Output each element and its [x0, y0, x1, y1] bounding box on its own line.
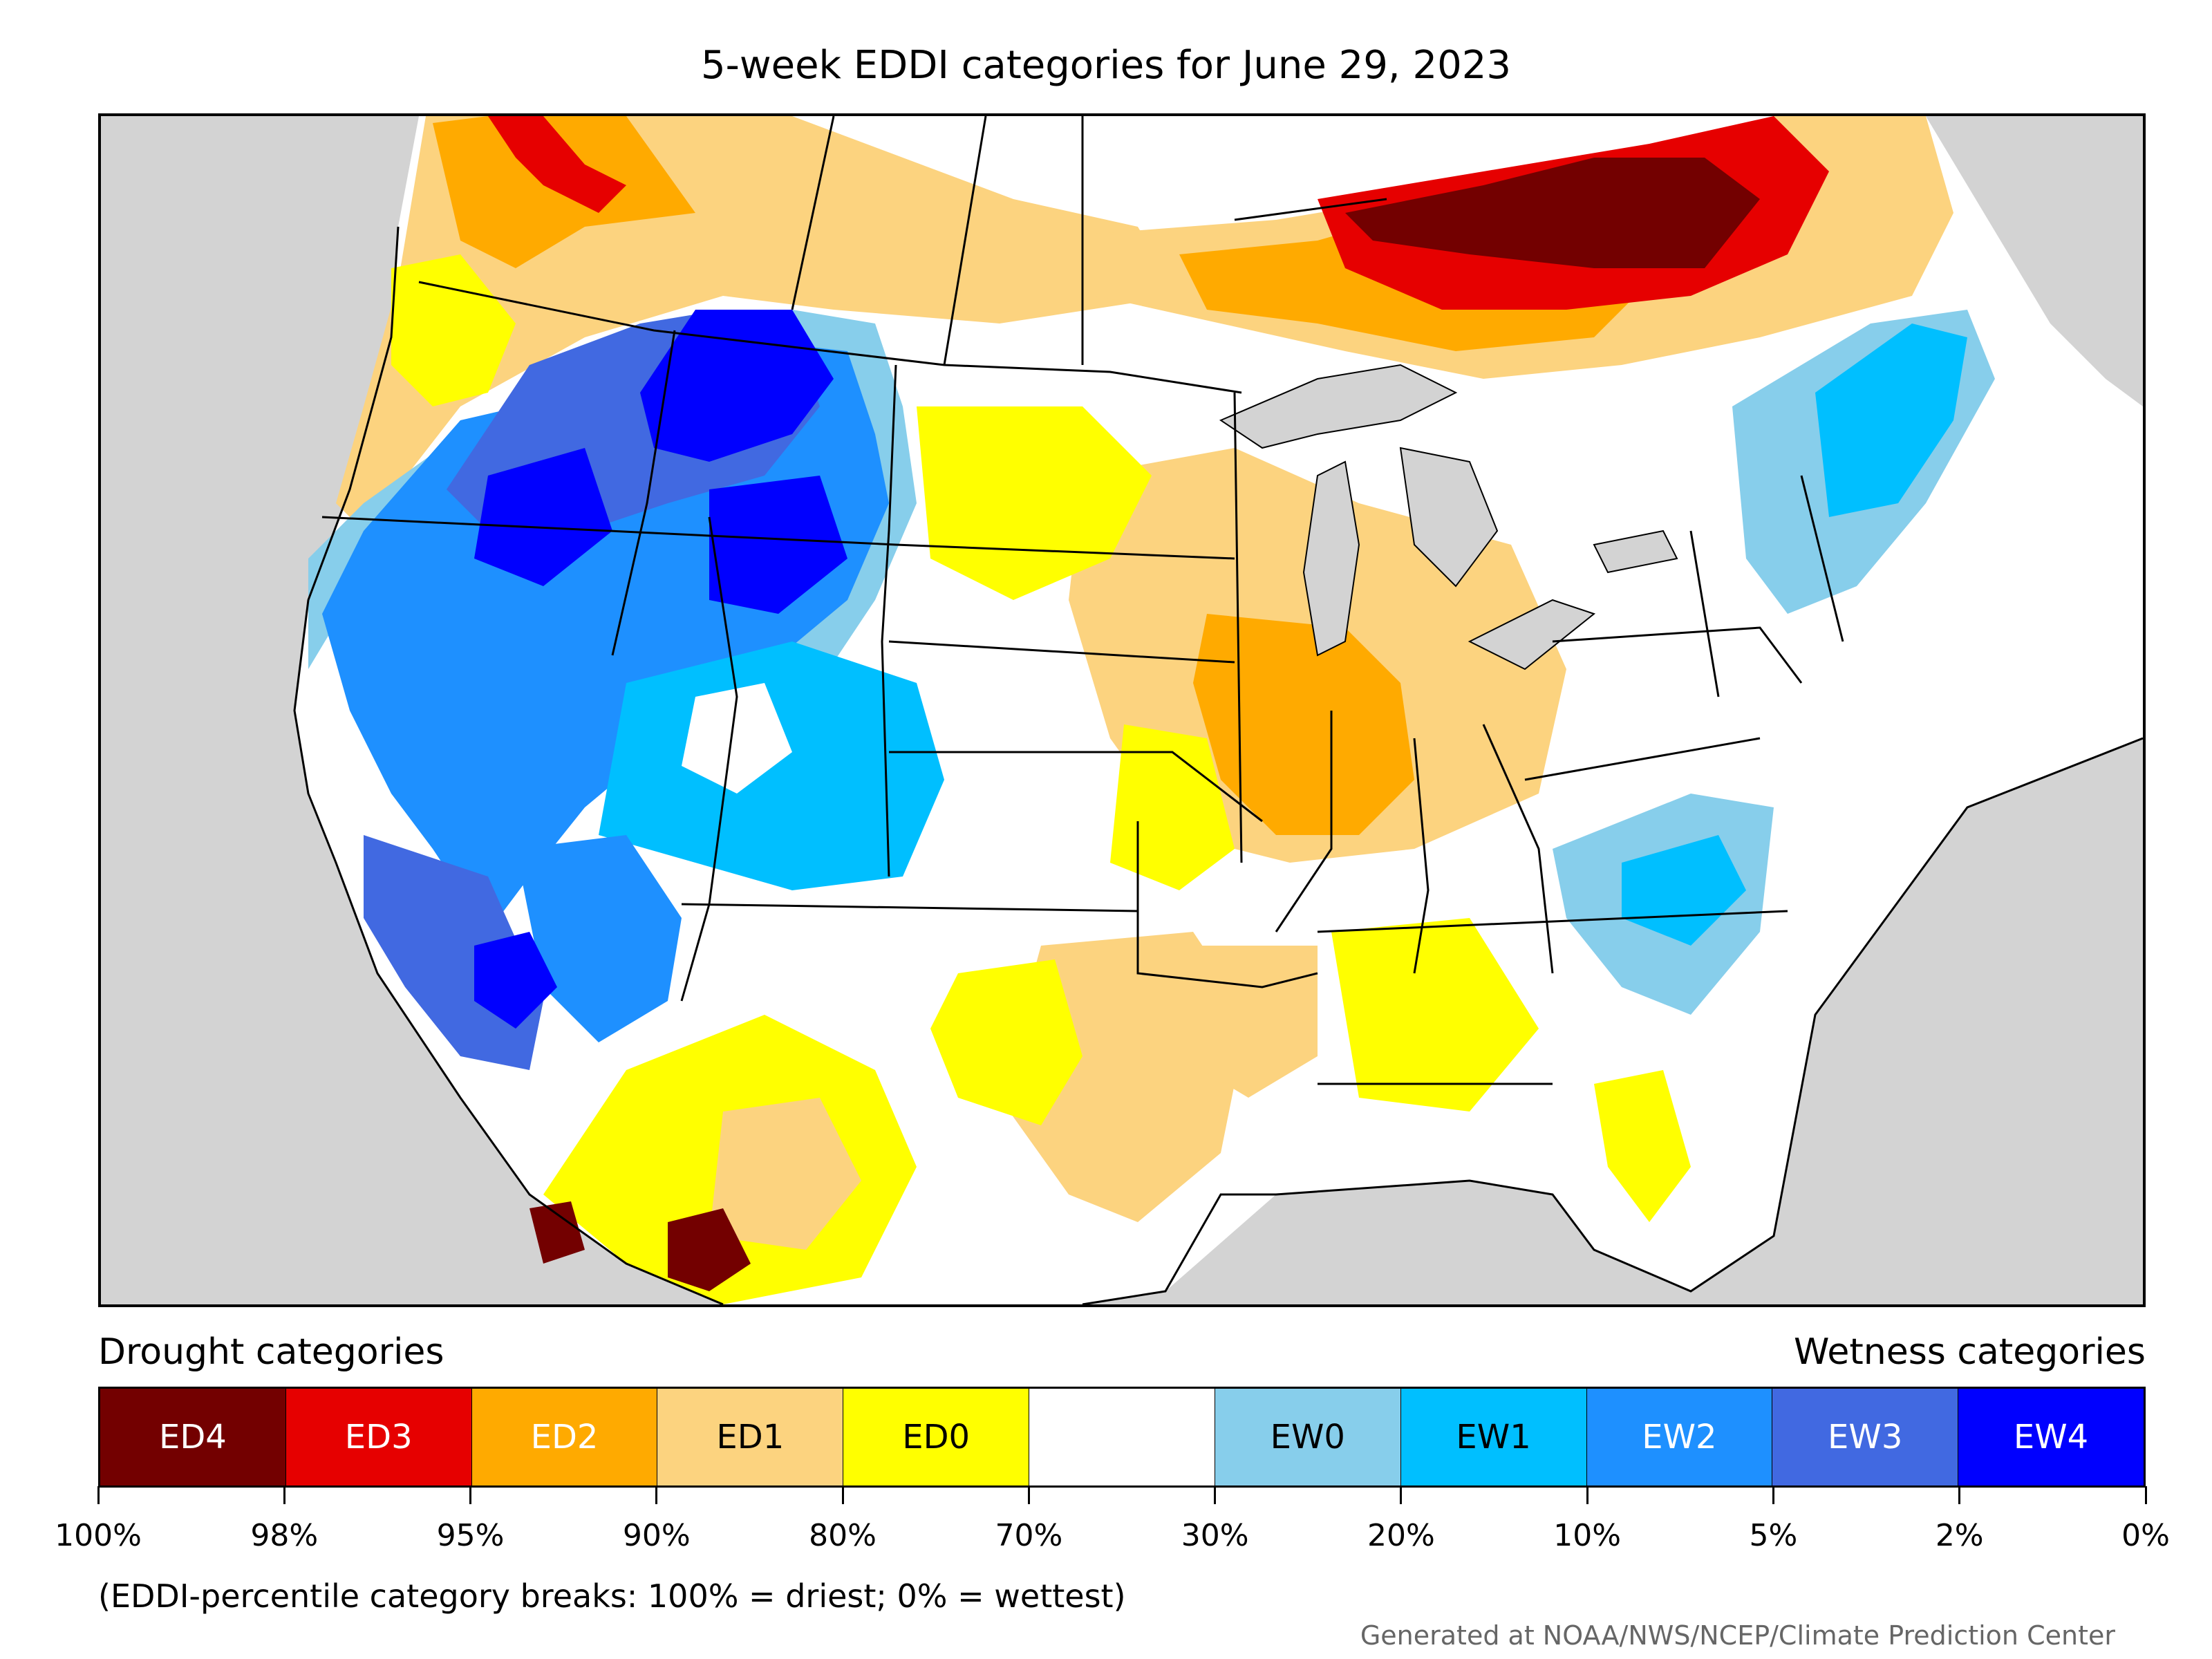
legend-tick	[1027, 1486, 1030, 1504]
percentile-note: (EDDI-percentile category breaks: 100% =…	[98, 1577, 1126, 1615]
category-legend: ED4 ED3 ED2 ED1 ED0 EW0 EW1 EW2 EW3 EW4	[98, 1387, 2146, 1488]
legend-swatch-normal	[1029, 1389, 1215, 1485]
region-colorado-white	[682, 683, 792, 794]
wetness-categories-header: Wetness categories	[1794, 1331, 2146, 1373]
legend-tick	[469, 1486, 472, 1504]
legend-tick	[2144, 1486, 2147, 1504]
region-idaho-core	[474, 448, 612, 586]
coastline	[293, 226, 2143, 1304]
legend-tick-label: 2%	[1935, 1518, 1984, 1553]
region-sw-orange	[709, 1098, 861, 1250]
legend-swatch-ew4: EW4	[1958, 1389, 2144, 1485]
legend-tick	[1400, 1486, 1403, 1504]
political-boundaries	[321, 116, 1844, 1085]
legend-tick	[1214, 1486, 1217, 1504]
drought-categories-header: Drought categories	[98, 1331, 444, 1373]
legend-swatch-ed0: ED0	[843, 1389, 1029, 1485]
legend-tick-label: 95%	[436, 1518, 505, 1553]
legend-swatch-ed2: ED2	[471, 1389, 657, 1485]
region-southeast	[1331, 918, 1539, 1112]
legend-tick-label: 70%	[995, 1518, 1063, 1553]
legend-tick-label: 90%	[622, 1518, 691, 1553]
region-baja-red	[529, 1201, 585, 1264]
region-plains-yellow	[917, 406, 1152, 600]
region-az-blue	[516, 835, 682, 1042]
region-ontario-quebec	[1345, 158, 1760, 268]
legend-swatch-ew3: EW3	[1772, 1389, 1958, 1485]
legend-tick	[1586, 1486, 1588, 1504]
legend-tick-label: 5%	[1749, 1518, 1798, 1553]
legend-swatch-ew0: EW0	[1214, 1389, 1400, 1485]
legend-swatch-ed4: ED4	[100, 1389, 285, 1485]
legend-tick-label: 30%	[1181, 1518, 1249, 1553]
region-wyoming	[640, 310, 834, 462]
lake-superior	[1219, 364, 1458, 449]
region-florida	[1594, 1070, 1691, 1222]
region-texas-yellow	[930, 959, 1082, 1125]
region-nw-yellow	[391, 254, 516, 406]
region-plains-yellow-2	[1110, 724, 1235, 890]
legend-swatch-ed1: ED1	[657, 1389, 843, 1485]
region-sierra-madre	[668, 1208, 751, 1291]
region-bc-red	[488, 116, 626, 213]
legend-tick-label: 98%	[250, 1518, 319, 1553]
legend-tick-label: 0%	[2121, 1518, 2170, 1553]
lake-huron	[1399, 447, 1499, 588]
legend-ticks	[97, 1486, 2147, 1507]
region-louisiana	[1179, 946, 1318, 1098]
eddi-map	[98, 113, 2146, 1307]
lake-michigan	[1302, 460, 1360, 657]
region-new-england	[1815, 324, 1967, 517]
region-midwest-core	[1193, 614, 1414, 835]
legend-tick-label: 100%	[55, 1518, 142, 1553]
region-wyoming-south	[709, 476, 847, 614]
credit-line: Generated at NOAA/NWS/NCEP/Climate Predi…	[1360, 1620, 2115, 1651]
legend-tick-label: 80%	[809, 1518, 877, 1553]
legend-tick	[1772, 1486, 1774, 1504]
lake-erie	[1468, 599, 1596, 671]
legend-swatch-ed3: ED3	[285, 1389, 471, 1485]
legend-tick	[655, 1486, 658, 1504]
legend-swatch-ew2: EW2	[1586, 1389, 1772, 1485]
map-title: 5-week EDDI categories for June 29, 2023	[701, 43, 1511, 88]
legend-tick	[841, 1486, 844, 1504]
map-canvas	[101, 116, 2143, 1304]
region-az-core	[474, 932, 557, 1029]
legend-tick-label: 10%	[1553, 1518, 1622, 1553]
lake-ontario	[1593, 529, 1678, 574]
legend-tick	[97, 1486, 100, 1504]
legend-tick	[283, 1486, 285, 1504]
legend-swatch-ew1: EW1	[1400, 1389, 1586, 1485]
legend-tick	[1958, 1486, 1961, 1504]
legend-tick-label: 20%	[1367, 1518, 1435, 1553]
